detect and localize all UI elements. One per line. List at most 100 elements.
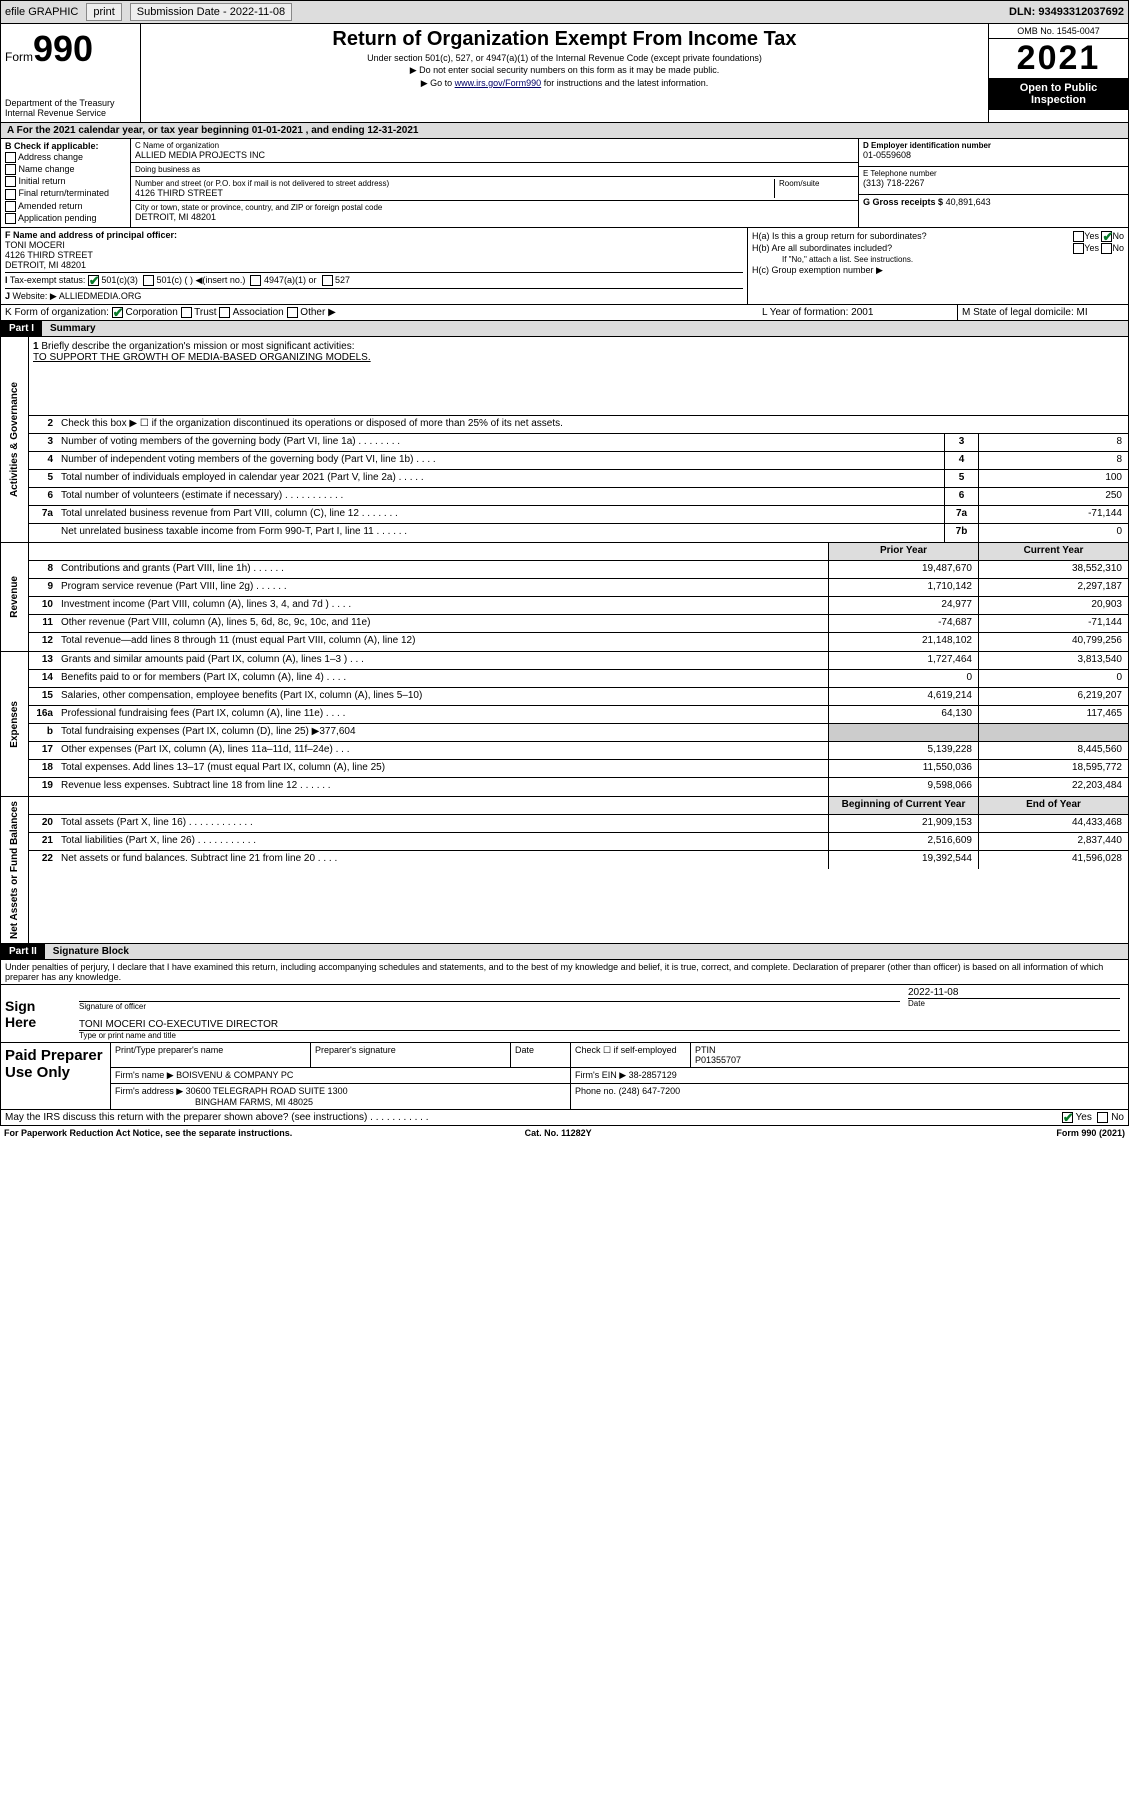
summary-row: 20Total assets (Part X, line 16) . . . .… <box>29 815 1128 833</box>
summary-row: 6Total number of volunteers (estimate if… <box>29 488 1128 506</box>
form-ref: Form 990 (2021) <box>1056 1128 1125 1138</box>
firm-addr2: BINGHAM FARMS, MI 48025 <box>115 1097 313 1107</box>
officer-name: TONI MOCERI <box>5 240 743 250</box>
officer-group-block: F Name and address of principal officer:… <box>0 228 1129 305</box>
org-info-block: B Check if applicable: Address change Na… <box>0 139 1129 228</box>
summary-row: 18Total expenses. Add lines 13–17 (must … <box>29 760 1128 778</box>
signature-block: Under penalties of perjury, I declare th… <box>0 960 1129 1043</box>
applicable-option[interactable]: Application pending <box>5 213 126 224</box>
summary-row: 13Grants and similar amounts paid (Part … <box>29 652 1128 670</box>
ptin: P01355707 <box>695 1055 741 1065</box>
applicable-option[interactable]: Name change <box>5 164 126 175</box>
officer-addr1: 4126 THIRD STREET <box>5 250 743 260</box>
applicable-option[interactable]: Final return/terminated <box>5 188 126 199</box>
sig-date: 2022-11-08 <box>908 987 1120 998</box>
form-header: Form990 Department of the Treasury Inter… <box>0 24 1129 123</box>
part-i-header: Part I Summary <box>0 321 1129 337</box>
applicable-option[interactable]: Amended return <box>5 201 126 212</box>
summary-row: Net unrelated business taxable income fr… <box>29 524 1128 542</box>
mission-text: TO SUPPORT THE GROWTH OF MEDIA-BASED ORG… <box>33 352 371 363</box>
state-domicile: MI <box>1077 307 1088 318</box>
summary-row: bTotal fundraising expenses (Part IX, co… <box>29 724 1128 742</box>
summary-row: 3Number of voting members of the governi… <box>29 434 1128 452</box>
org-street: 4126 THIRD STREET <box>135 188 774 198</box>
dept-label: Department of the Treasury <box>5 98 136 108</box>
summary-row: 17Other expenses (Part IX, column (A), l… <box>29 742 1128 760</box>
status-501c-checkbox[interactable] <box>143 275 154 286</box>
discuss-no[interactable] <box>1097 1112 1108 1123</box>
website: ALLIEDMEDIA.ORG <box>59 291 142 301</box>
officer-name-title: TONI MOCERI CO-EXECUTIVE DIRECTOR <box>79 1019 1120 1030</box>
tax-period: A For the 2021 calendar year, or tax yea… <box>0 123 1129 139</box>
org-city: DETROIT, MI 48201 <box>135 212 854 222</box>
discuss-yes[interactable] <box>1062 1112 1073 1123</box>
irs-label: Internal Revenue Service <box>5 108 136 118</box>
firm-addr1: 30600 TELEGRAPH ROAD SUITE 1300 <box>186 1086 348 1096</box>
form-id-block: Form990 Department of the Treasury Inter… <box>1 24 141 122</box>
open-public-badge: Open to Public Inspection <box>989 78 1128 110</box>
ha-yes[interactable] <box>1073 231 1084 242</box>
footer: For Paperwork Reduction Act Notice, see … <box>0 1126 1129 1140</box>
phone: (313) 718-2267 <box>863 178 1124 188</box>
gross-receipts: 40,891,643 <box>946 197 991 207</box>
submission-date: 2022-11-08 <box>230 6 285 18</box>
governance-block: Activities & Governance 1 Briefly descri… <box>0 337 1129 543</box>
form-subtitle-3: ▶ Go to www.irs.gov/Form990 for instruct… <box>147 78 982 89</box>
print-button[interactable]: print <box>86 3 121 21</box>
summary-row: 8Contributions and grants (Part VIII, li… <box>29 561 1128 579</box>
status-4947-checkbox[interactable] <box>250 275 261 286</box>
applicable-option[interactable]: Initial return <box>5 176 126 187</box>
ein: 01-0559608 <box>863 150 1124 160</box>
discuss-row: May the IRS discuss this return with the… <box>0 1110 1129 1126</box>
form-subtitle-2: ▶ Do not enter social security numbers o… <box>147 65 982 76</box>
k-other[interactable] <box>287 307 298 318</box>
summary-row: 14Benefits paid to or for members (Part … <box>29 670 1128 688</box>
hb-no[interactable] <box>1101 243 1112 254</box>
part-ii-header: Part II Signature Block <box>0 944 1129 960</box>
revenue-block: Revenue Prior Year Current Year 8Contrib… <box>0 543 1129 652</box>
summary-row: 9Program service revenue (Part VIII, lin… <box>29 579 1128 597</box>
summary-row: 16aProfessional fundraising fees (Part I… <box>29 706 1128 724</box>
klm-row: K Form of organization: Corporation Trus… <box>0 305 1129 321</box>
firm-phone: (248) 647-7200 <box>619 1086 681 1096</box>
year-formation: 2001 <box>851 307 873 318</box>
expenses-block: Expenses 13Grants and similar amounts pa… <box>0 652 1129 797</box>
firm-ein: 38-2857129 <box>629 1070 677 1080</box>
firm-name: BOISVENU & COMPANY PC <box>176 1070 293 1080</box>
top-bar: efile GRAPHIC print Submission Date - 20… <box>0 0 1129 24</box>
form-title: Return of Organization Exempt From Incom… <box>147 28 982 51</box>
hb-yes[interactable] <box>1073 243 1084 254</box>
status-501c3-checkbox[interactable] <box>88 275 99 286</box>
summary-row: 19Revenue less expenses. Subtract line 1… <box>29 778 1128 796</box>
summary-row: 7aTotal unrelated business revenue from … <box>29 506 1128 524</box>
summary-row: 22Net assets or fund balances. Subtract … <box>29 851 1128 869</box>
omb-number: OMB No. 1545-0047 <box>989 24 1128 39</box>
perjury-text: Under penalties of perjury, I declare th… <box>1 960 1128 984</box>
summary-row: 11Other revenue (Part VIII, column (A), … <box>29 615 1128 633</box>
summary-row: 5Total number of individuals employed in… <box>29 470 1128 488</box>
applicable-option[interactable]: Address change <box>5 152 126 163</box>
applicable-checkboxes: B Check if applicable: Address change Na… <box>1 139 131 227</box>
summary-row: 12Total revenue—add lines 8 through 11 (… <box>29 633 1128 651</box>
efile-label: efile GRAPHIC <box>5 6 78 18</box>
k-corp[interactable] <box>112 307 123 318</box>
form-title-block: Return of Organization Exempt From Incom… <box>141 24 988 122</box>
officer-addr2: DETROIT, MI 48201 <box>5 260 743 270</box>
k-assoc[interactable] <box>219 307 230 318</box>
ha-no[interactable] <box>1101 231 1112 242</box>
dln: DLN: 93493312037692 <box>1009 6 1124 18</box>
preparer-block: Paid Preparer Use Only Print/Type prepar… <box>0 1043 1129 1110</box>
instructions-link[interactable]: www.irs.gov/Form990 <box>455 78 542 88</box>
cat-no: Cat. No. 11282Y <box>525 1128 592 1138</box>
summary-row: 4Number of independent voting members of… <box>29 452 1128 470</box>
k-trust[interactable] <box>181 307 192 318</box>
submission-date-label: Submission Date - <box>137 6 230 18</box>
tax-year: 2021 <box>989 39 1128 78</box>
form-year-block: OMB No. 1545-0047 2021 Open to Public In… <box>988 24 1128 122</box>
submission-date-box: Submission Date - 2022-11-08 <box>130 3 292 21</box>
org-name: ALLIED MEDIA PROJECTS INC <box>135 150 854 160</box>
summary-row: 10Investment income (Part VIII, column (… <box>29 597 1128 615</box>
form-subtitle-1: Under section 501(c), 527, or 4947(a)(1)… <box>147 53 982 63</box>
netassets-block: Net Assets or Fund Balances Beginning of… <box>0 797 1129 944</box>
status-527-checkbox[interactable] <box>322 275 333 286</box>
